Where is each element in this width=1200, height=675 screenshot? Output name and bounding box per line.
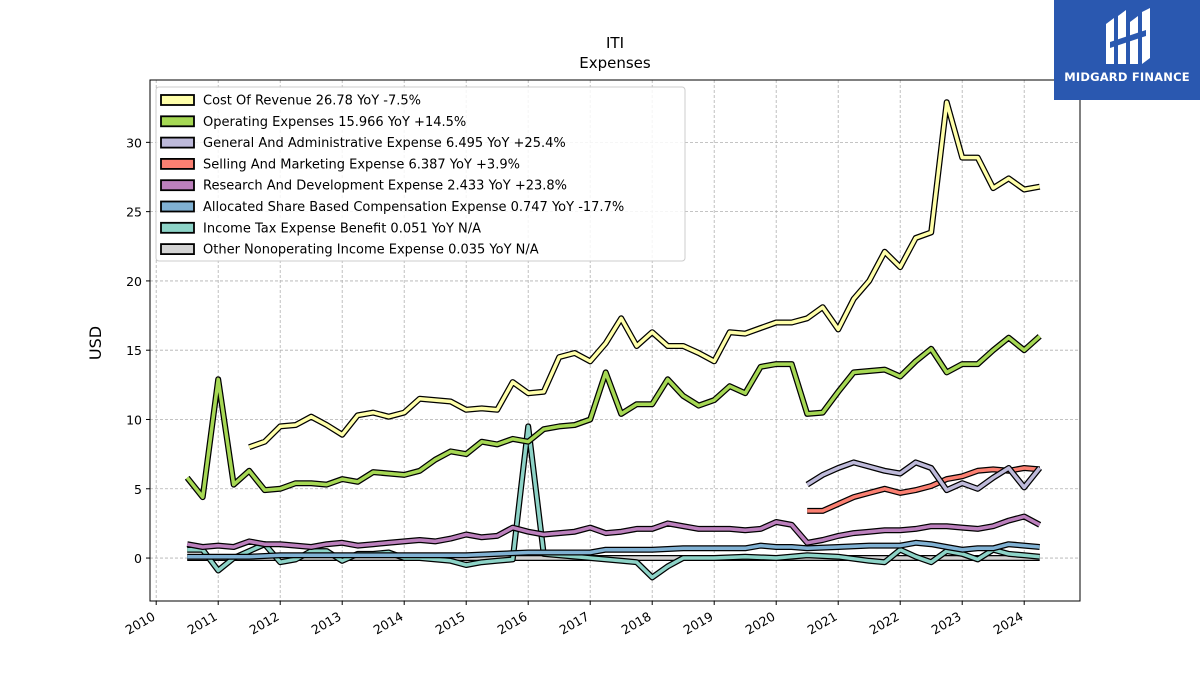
legend-swatch bbox=[160, 200, 195, 213]
series-line bbox=[186, 514, 1041, 549]
legend-entry: General And Administrative Expense 6.495… bbox=[160, 136, 566, 151]
y-tick-label: 15 bbox=[126, 343, 142, 358]
series-general-and-administrative-expense bbox=[805, 459, 1043, 494]
legend-label: Other Nonoperating Income Expense 0.035 … bbox=[203, 243, 539, 258]
series-allocated-share-based-compensation-expense bbox=[187, 539, 1040, 560]
x-tick-label: 2011 bbox=[185, 609, 220, 638]
y-tick-label: 30 bbox=[126, 135, 142, 150]
legend-entry: Research And Development Expense 2.433 Y… bbox=[160, 179, 567, 194]
legend-label: Allocated Share Based Compensation Expen… bbox=[203, 200, 624, 215]
x-tick-label: 2024 bbox=[991, 609, 1026, 638]
x-tick-label: 2012 bbox=[247, 609, 282, 638]
legend-swatch bbox=[160, 179, 195, 192]
legend-label: Research And Development Expense 2.433 Y… bbox=[203, 179, 567, 194]
legend-entry: Operating Expenses 15.966 YoY +14.5% bbox=[160, 115, 466, 130]
y-tick-label: 0 bbox=[134, 551, 142, 566]
legend-label: Income Tax Expense Benefit 0.051 YoY N/A bbox=[203, 221, 481, 236]
legend-swatch bbox=[160, 136, 195, 149]
x-tick-label: 2020 bbox=[743, 609, 778, 638]
y-tick-label: 25 bbox=[126, 205, 142, 220]
x-tick-label: 2013 bbox=[309, 609, 344, 638]
legend-label: Cost Of Revenue 26.78 YoY -7.5% bbox=[203, 94, 421, 109]
chart-subtitle: Expenses bbox=[579, 54, 651, 72]
y-axis-label: USD bbox=[86, 326, 105, 360]
legend-entry: Income Tax Expense Benefit 0.051 YoY N/A bbox=[160, 221, 481, 236]
legend-swatch bbox=[160, 221, 195, 234]
x-tick-label: 2015 bbox=[433, 609, 468, 638]
x-tick-label: 2017 bbox=[557, 609, 592, 638]
legend: Cost Of Revenue 26.78 YoY -7.5% Operating… bbox=[155, 86, 686, 262]
series-lines bbox=[184, 99, 1043, 581]
series-operating-expenses bbox=[184, 334, 1042, 501]
legend-entry: Cost Of Revenue 26.78 YoY -7.5% bbox=[160, 94, 421, 109]
brand-name: MIDGARD FINANCE bbox=[1064, 70, 1190, 84]
legend-box bbox=[155, 86, 686, 262]
series-line bbox=[185, 334, 1041, 499]
x-tick-label: 2010 bbox=[123, 609, 158, 638]
y-tick-label: 20 bbox=[126, 274, 142, 289]
legend-label: Operating Expenses 15.966 YoY +14.5% bbox=[203, 115, 466, 130]
y-tick-label: 10 bbox=[126, 412, 142, 427]
legend-swatch bbox=[160, 243, 195, 256]
y-tick-label: 5 bbox=[134, 482, 142, 497]
series-line bbox=[187, 541, 1040, 559]
plot-frame bbox=[149, 79, 1081, 602]
series-cost-of-revenue bbox=[248, 99, 1041, 451]
series-selling-and-marketing-expense bbox=[807, 465, 1040, 514]
legend-entry: Other Nonoperating Income Expense 0.035 … bbox=[160, 243, 539, 258]
x-tick-label: 2018 bbox=[619, 609, 654, 638]
legend-swatch bbox=[160, 94, 195, 106]
x-tick-label: 2016 bbox=[495, 609, 530, 638]
x-tick-label: 2022 bbox=[867, 609, 902, 638]
legend-swatch bbox=[160, 157, 195, 170]
brand-logo: MIDGARD FINANCE bbox=[1054, 0, 1200, 100]
legend-label: Selling And Marketing Expense 6.387 YoY … bbox=[203, 157, 520, 172]
x-tick-label: 2021 bbox=[805, 609, 840, 638]
x-tick-label: 2019 bbox=[681, 609, 716, 638]
chart-title: ITI bbox=[606, 34, 624, 52]
x-tick-label: 2014 bbox=[371, 609, 406, 638]
midgard-logo-icon bbox=[1106, 8, 1150, 64]
legend-entry: Selling And Marketing Expense 6.387 YoY … bbox=[160, 157, 520, 172]
x-tick-label: 2023 bbox=[929, 609, 964, 638]
series-research-and-development-expense bbox=[186, 513, 1042, 550]
legend-label: General And Administrative Expense 6.495… bbox=[203, 136, 566, 151]
legend-swatch bbox=[160, 115, 195, 128]
legend-entry: Allocated Share Based Compensation Expen… bbox=[160, 200, 624, 215]
series-line bbox=[248, 100, 1041, 449]
series-line bbox=[806, 460, 1042, 492]
